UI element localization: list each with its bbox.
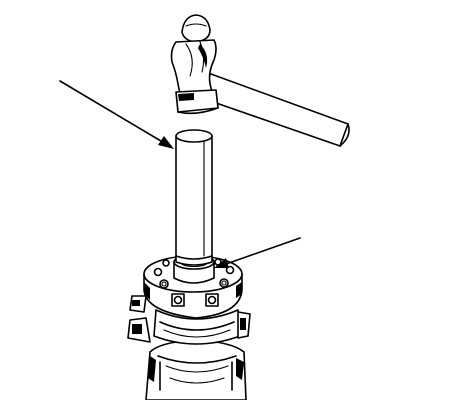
leader-arrow-rod [59, 80, 174, 149]
hammer-handle [195, 69, 350, 147]
flange-bolt-holes [153, 258, 235, 289]
flange-lower-bolts [171, 293, 219, 307]
drift-rod [175, 129, 213, 266]
leader-arrow-hub [214, 237, 301, 268]
hammer-striking-face [175, 89, 219, 115]
hammer-ball-peen [181, 14, 211, 43]
hammer-head [170, 39, 217, 95]
drift-rod-top [175, 129, 213, 143]
stepped-collar [127, 295, 251, 345]
lower-housing [145, 339, 247, 400]
hammer [170, 14, 350, 147]
